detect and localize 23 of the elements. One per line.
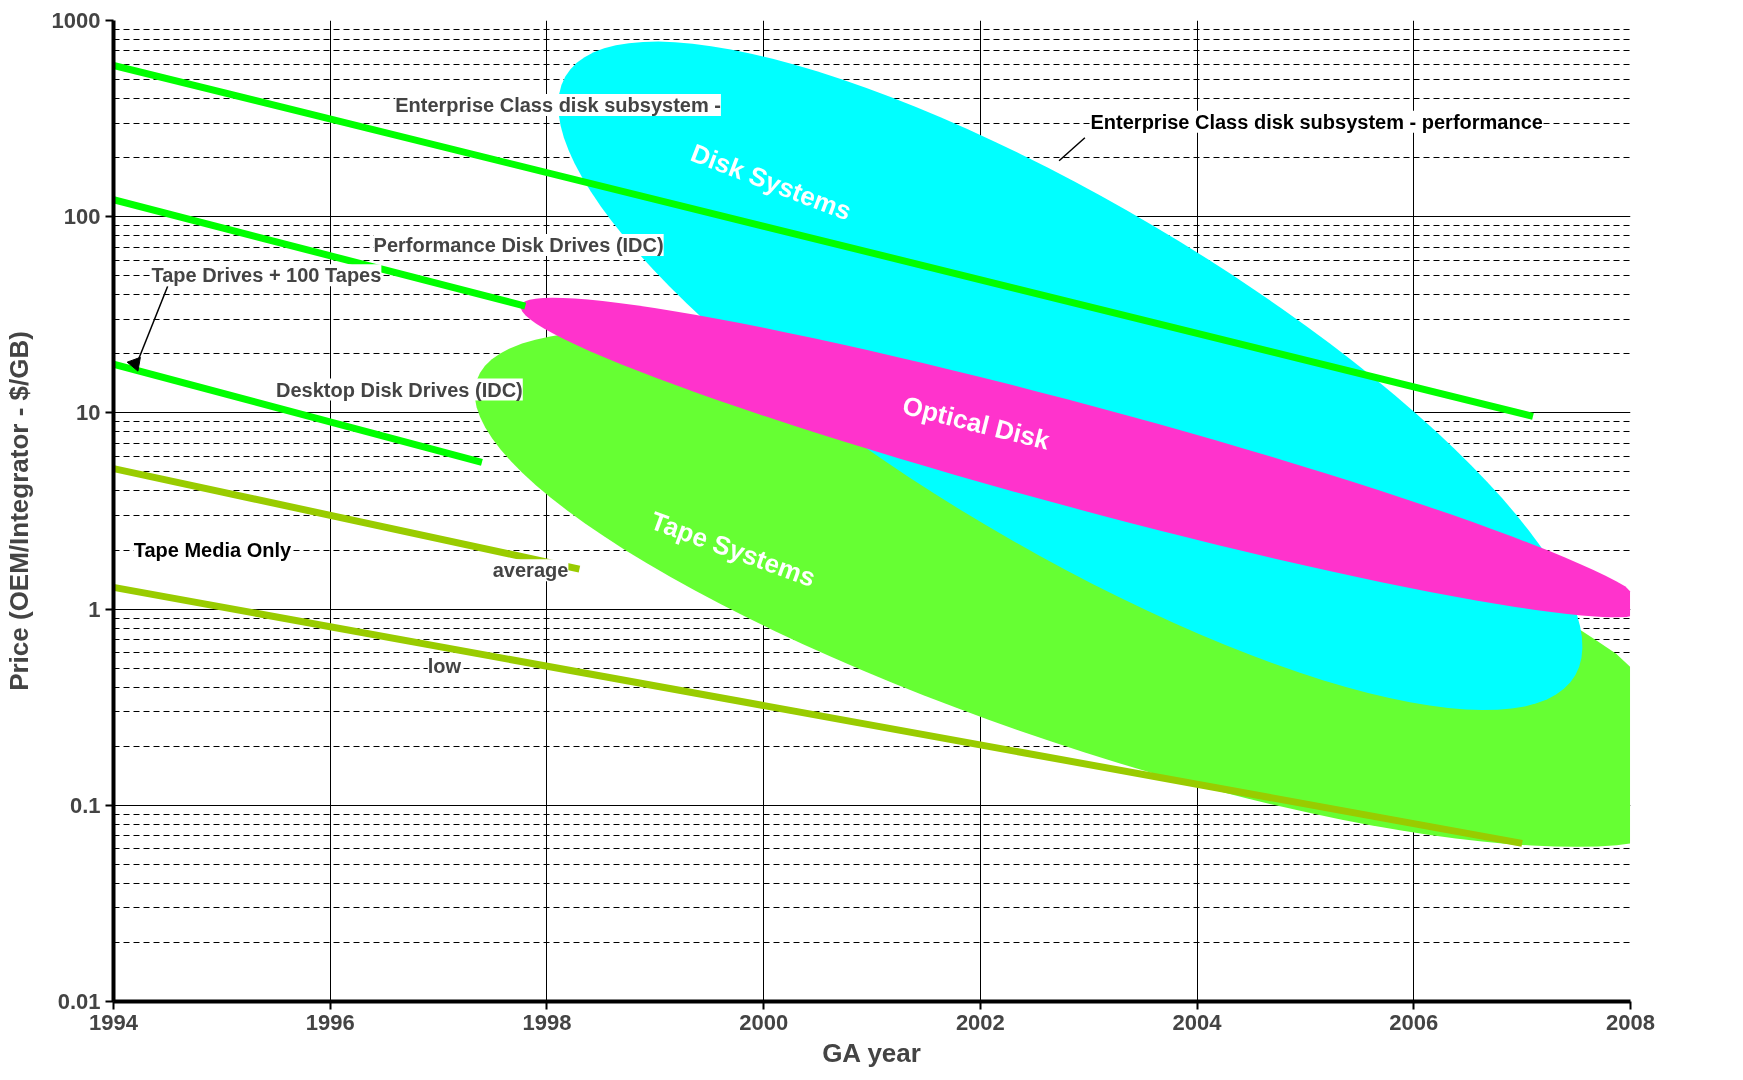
- annotation: Tape Drives + 100 Tapes: [151, 264, 382, 287]
- y-tick-label: 1000: [51, 8, 101, 33]
- series-label: Enterprise Class disk subsystem -: [395, 94, 721, 117]
- annotation: Enterprise Class disk subsystem - performance: [1090, 110, 1543, 133]
- x-axis-title: GA year: [822, 1037, 921, 1068]
- x-tick-label: 1996: [305, 1009, 355, 1035]
- series-label: low: [427, 655, 462, 678]
- annotation: Optical Disk: [899, 390, 1054, 456]
- series-label: Desktop Disk Drives (IDC): [276, 378, 523, 401]
- annotation: Tape Media Only: [133, 538, 293, 561]
- x-tick-label: 2000: [739, 1009, 789, 1035]
- x-tick-label: 2008: [1606, 1009, 1655, 1035]
- y-tick-label: 10: [76, 400, 101, 426]
- x-tick-label: 2006: [1389, 1009, 1439, 1035]
- y-axis-title: Price (OEM/Integrator - $/GB): [3, 331, 34, 691]
- y-tick-label: 100: [63, 204, 101, 230]
- y-tick-label: 0.1: [69, 792, 101, 818]
- x-tick-label: 2004: [1172, 1009, 1223, 1035]
- x-tick-label: 2002: [955, 1009, 1005, 1035]
- series-label: Performance Disk Drives (IDC): [373, 233, 664, 256]
- x-tick-label: 1998: [522, 1009, 572, 1035]
- series-label: average: [492, 559, 569, 582]
- y-tick-label: 1: [88, 596, 101, 622]
